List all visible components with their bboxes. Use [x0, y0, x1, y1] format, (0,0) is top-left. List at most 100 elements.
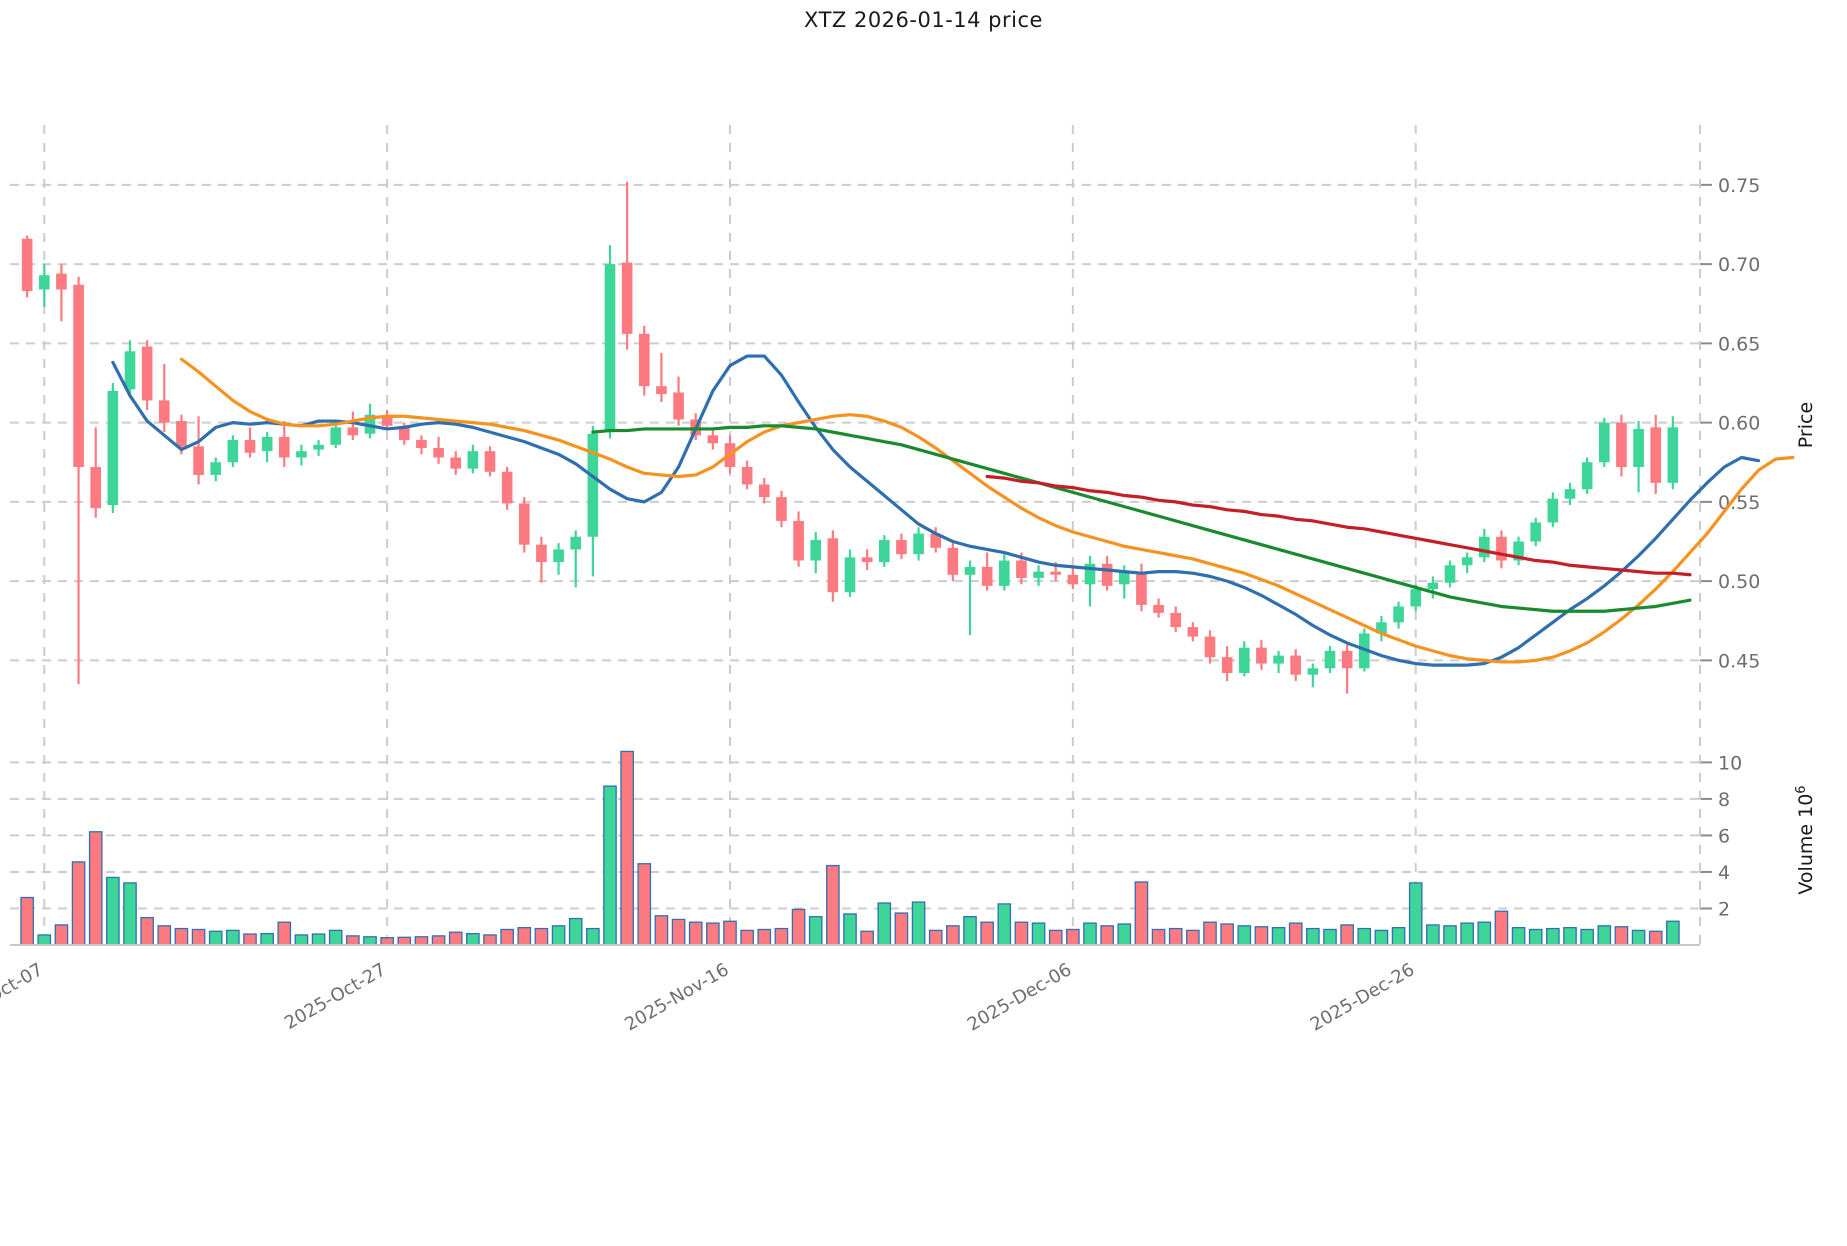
volume-bar — [1546, 927, 1560, 946]
x-tick-label: 2025-Oct-27 — [281, 959, 390, 1034]
candle-body — [810, 539, 822, 561]
volume-bar — [88, 831, 103, 946]
price-axis-title: Price — [1795, 402, 1817, 448]
volume-bar — [414, 936, 429, 946]
ma-line-ma_mid — [179, 357, 1795, 664]
candle-body — [793, 520, 804, 561]
volume-bar — [191, 928, 206, 946]
candlestick-series — [21, 181, 1679, 694]
volume-bar — [1100, 925, 1114, 946]
volume-bar — [774, 927, 789, 946]
volume-bar — [603, 785, 617, 946]
candle-body — [467, 451, 479, 469]
candle-body — [1581, 462, 1593, 490]
volume-bar — [1203, 921, 1217, 946]
volume-bar — [174, 927, 189, 946]
volume-tick-label: 4 — [1718, 862, 1730, 884]
volume-bar — [1528, 928, 1543, 946]
x-tick-label: 2025-Dec-06 — [964, 959, 1075, 1035]
candle-body — [73, 284, 84, 468]
candle-body — [416, 440, 427, 448]
candle-body — [741, 467, 753, 485]
candle-body — [1410, 589, 1422, 607]
candle-body — [193, 446, 204, 475]
candle-body — [278, 436, 290, 458]
candle-body — [1564, 489, 1576, 499]
volume-bar — [1460, 922, 1474, 946]
volume-bar — [911, 901, 926, 946]
candle-body — [313, 444, 324, 450]
volume-bar — [277, 921, 292, 946]
candle-body — [1307, 668, 1319, 675]
volume-bar — [226, 929, 240, 946]
ma-line-ma_short — [111, 354, 1761, 667]
candle-body — [1273, 655, 1284, 664]
volume-bar — [20, 896, 34, 946]
candle-body — [1547, 498, 1559, 523]
candle-body — [1427, 582, 1439, 590]
candle-body — [1153, 604, 1164, 613]
volume-bar — [637, 863, 652, 946]
volume-bar — [843, 913, 857, 946]
volume-bar — [826, 864, 840, 946]
volume-bar — [346, 935, 360, 946]
volume-bar — [1237, 925, 1252, 946]
volume-bar — [568, 917, 583, 946]
volume-bar — [294, 934, 309, 946]
volume-bar — [260, 933, 274, 946]
x-tick-label: 2025-Nov-16 — [621, 959, 732, 1035]
candle-body — [518, 503, 530, 545]
volume-bar — [157, 925, 172, 946]
volume-bar — [1066, 928, 1080, 946]
volume-bar — [551, 925, 566, 946]
volume-bar — [946, 925, 960, 946]
volume-bar — [431, 935, 446, 946]
volume-bar — [1563, 927, 1577, 946]
candle-body — [1170, 612, 1182, 628]
price-tick-label: 0.60 — [1718, 413, 1760, 435]
candle-body — [621, 262, 633, 334]
volume-bar — [1134, 881, 1149, 946]
candle-body — [758, 484, 770, 498]
volume-bar — [671, 918, 686, 946]
price-tick-label: 0.75 — [1718, 175, 1760, 197]
volume-bar — [928, 929, 943, 946]
candle-body — [930, 533, 942, 548]
price-tick-label: 0.65 — [1718, 333, 1760, 355]
volume-bar — [757, 928, 772, 946]
candle-body — [913, 533, 924, 555]
candle-body — [1187, 627, 1199, 637]
volume-bar — [1151, 928, 1166, 946]
volume-bar — [1323, 928, 1337, 946]
volume-bar — [483, 934, 497, 946]
candle-body — [1633, 428, 1644, 468]
volume-bar — [1117, 923, 1132, 946]
volume-bar — [1271, 927, 1286, 946]
candle-body — [656, 386, 667, 395]
candle-body — [947, 547, 959, 575]
candle-body — [570, 536, 582, 550]
candle-body — [896, 539, 907, 555]
candle-body — [1204, 636, 1216, 658]
candle-body — [638, 333, 650, 387]
volume-bar — [71, 861, 86, 946]
volume-bar — [1426, 924, 1440, 946]
volume-bar — [706, 922, 720, 946]
candle-body — [964, 566, 976, 575]
candle-body — [536, 544, 547, 563]
volume-bar — [140, 916, 154, 946]
candle-body — [998, 560, 1010, 586]
volume-bar — [1357, 927, 1372, 946]
candle-body — [1118, 571, 1130, 585]
volume-bar — [397, 936, 412, 946]
candle-body — [450, 457, 462, 469]
volume-bar — [1014, 921, 1029, 946]
candle-body — [107, 390, 119, 506]
volume-bar — [1391, 927, 1406, 946]
candle-body — [261, 436, 273, 452]
volume-bar — [1031, 922, 1046, 946]
volume-bar — [997, 903, 1012, 946]
volume-bar — [980, 921, 994, 946]
